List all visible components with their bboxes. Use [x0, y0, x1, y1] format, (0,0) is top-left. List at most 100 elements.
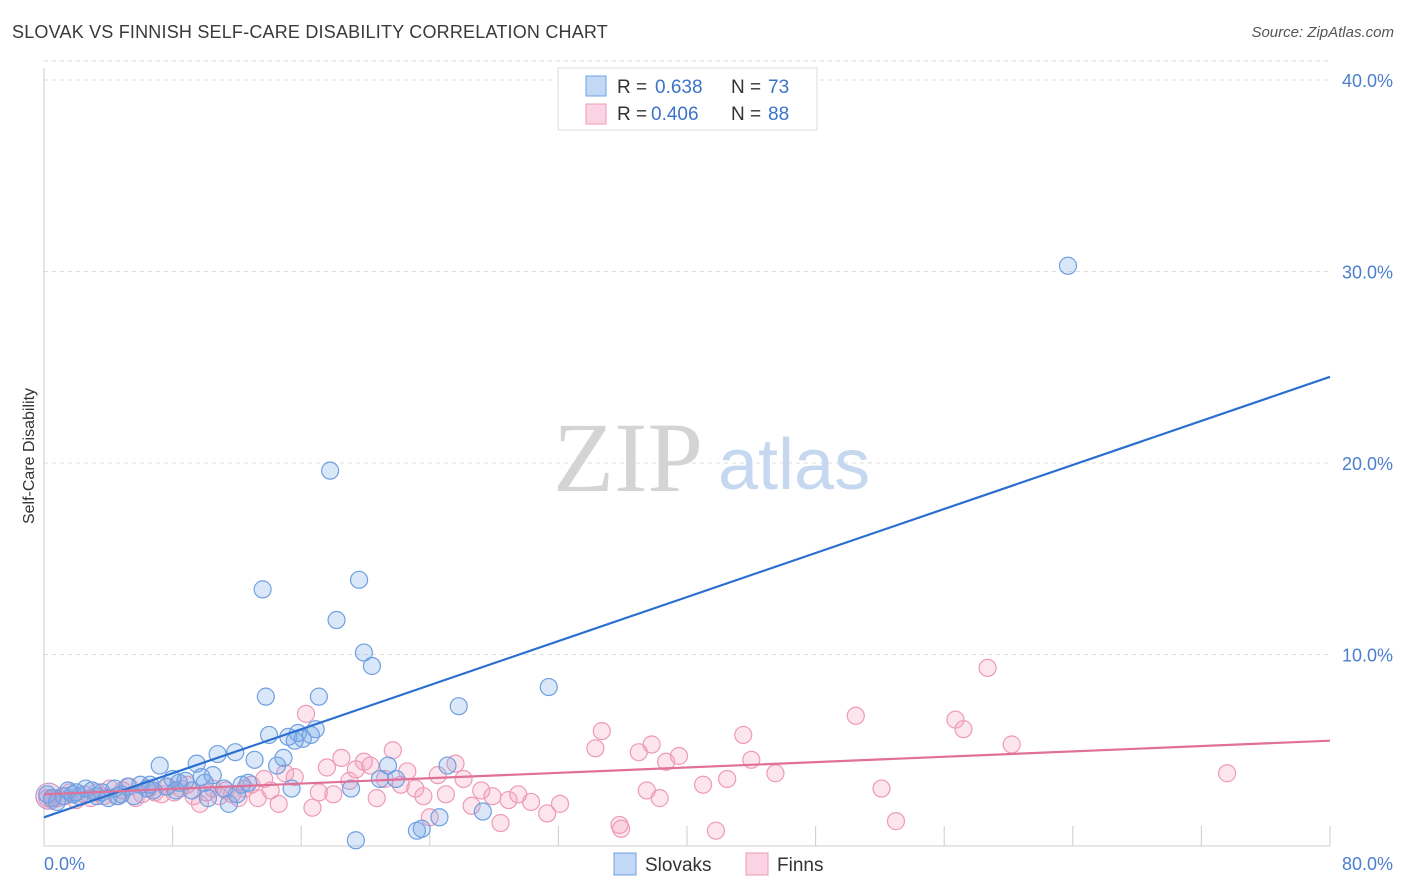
finn-point-57 [428, 766, 447, 785]
finn-point-60 [454, 769, 473, 789]
finn-point-67 [521, 792, 541, 812]
legend-n-value-slovaks: 73 [768, 77, 789, 98]
finn-point-87 [872, 779, 891, 798]
bottom-legend-swatch-finns [745, 852, 769, 876]
slovak-point-64 [539, 677, 558, 697]
slovak-point-69 [166, 781, 185, 800]
finn-point-40 [303, 798, 322, 817]
finn-point-80 [693, 775, 713, 794]
slovak-point-63 [473, 802, 492, 821]
finn-point-61 [462, 796, 481, 815]
y-tick-label-20: 20.0% [1342, 454, 1393, 474]
finn-point-64 [491, 813, 510, 833]
slovak-point-35 [245, 750, 264, 769]
finn-point-88 [886, 812, 906, 831]
x-tick-label-max: 80.0% [1342, 854, 1393, 874]
slovak-point-47 [309, 687, 328, 706]
finn-point-90 [954, 720, 973, 739]
trend-lines [43, 375, 1331, 819]
slovak-point-37 [256, 687, 275, 706]
finn-point-81 [706, 821, 726, 840]
finn-point-85 [766, 764, 785, 783]
watermark-atlas: atlas [718, 425, 870, 505]
y-tick-label-40: 40.0% [1342, 71, 1393, 91]
finn-point-93 [1218, 764, 1237, 783]
watermark-zip: ZIP [553, 402, 703, 513]
legend-n-label-slovaks: N = [731, 77, 761, 98]
y-axis-label: Self-Care Disability [21, 388, 38, 524]
legend-r-label-slovaks: R = [617, 77, 647, 98]
legend-swatch-slovaks [585, 75, 607, 97]
legend-n-label-finns: N = [731, 104, 761, 125]
finn-point-69 [550, 794, 570, 813]
finn-point-73 [611, 819, 631, 838]
slovak-point-53 [362, 656, 382, 676]
finn-point-65 [499, 790, 518, 810]
slovak-point-36 [253, 580, 272, 599]
slovak-point-19 [150, 756, 169, 775]
slovak-point-65 [1058, 256, 1078, 275]
finn-point-82 [718, 769, 737, 789]
slovak-point-55 [378, 756, 398, 775]
slovak-point-72 [285, 731, 304, 750]
finn-point-58 [436, 785, 455, 804]
slovaks-points [38, 256, 1078, 850]
series-legend: Slovaks Finns [613, 852, 823, 876]
slovak-point-25 [187, 754, 206, 773]
finn-point-62 [472, 781, 491, 800]
finn-point-48 [361, 756, 380, 775]
y-tick-label-10: 10.0% [1342, 646, 1393, 666]
finn-point-49 [367, 789, 386, 808]
slovak-point-60 [430, 808, 449, 827]
finn-point-63 [483, 787, 502, 806]
slovak-point-27 [198, 789, 218, 808]
chart-title: SLOVAK VS FINNISH SELF-CARE DISABILITY C… [12, 22, 608, 42]
finn-point-92 [1002, 735, 1021, 754]
finn-point-83 [734, 725, 753, 745]
slovak-point-57 [346, 831, 365, 850]
finn-point-68 [538, 804, 557, 823]
slovak-point-49 [327, 610, 346, 630]
legend-r-label-finns: R = [617, 104, 647, 125]
finn-point-35 [261, 781, 280, 800]
slovak-point-59 [412, 819, 431, 838]
slovak-point-26 [192, 767, 211, 787]
y-tick-label-30: 30.0% [1342, 263, 1393, 283]
finn-point-38 [285, 767, 304, 787]
finns-trend-line [43, 739, 1331, 796]
finn-point-77 [650, 789, 669, 808]
finn-point-71 [592, 721, 611, 741]
stats-legend: R = 0.638 N = 73 R = 0.406 N = 88 [557, 67, 818, 131]
watermark: ZIP atlas [553, 402, 870, 513]
axes [43, 68, 1330, 847]
slovak-point-52 [354, 643, 373, 662]
slovaks-trend-line [43, 375, 1331, 819]
finn-point-55 [414, 787, 433, 806]
source-note: Source: ZipAtlas.com [1251, 24, 1394, 41]
finn-point-79 [669, 746, 689, 766]
slovak-point-40 [274, 748, 293, 768]
slovak-point-51 [349, 570, 369, 589]
finn-point-43 [324, 785, 343, 804]
x-tick-label-min: 0.0% [44, 854, 85, 874]
finn-point-44 [332, 748, 351, 768]
bottom-legend-swatch-slovaks [613, 852, 637, 876]
bottom-legend-label-finns: Finns [777, 855, 823, 876]
finn-point-42 [317, 758, 337, 777]
legend-r-value-slovaks: 0.638 [655, 77, 703, 98]
slovak-point-42 [282, 779, 301, 798]
finn-point-51 [383, 741, 402, 760]
finn-point-36 [269, 794, 288, 813]
legend-r-value-finns: 0.406 [651, 104, 699, 125]
y-tick-labels: 10.0% 20.0% 30.0% 40.0% [1342, 71, 1393, 666]
slovak-point-62 [449, 697, 468, 716]
stats-legend-box [557, 67, 818, 131]
slovak-point-50 [341, 779, 361, 798]
finn-point-91 [978, 658, 997, 678]
finn-point-70 [586, 739, 605, 758]
finn-point-76 [642, 735, 661, 754]
legend-swatch-finns [585, 103, 607, 125]
slovak-point-61 [438, 756, 457, 775]
slovak-point-71 [227, 785, 246, 804]
